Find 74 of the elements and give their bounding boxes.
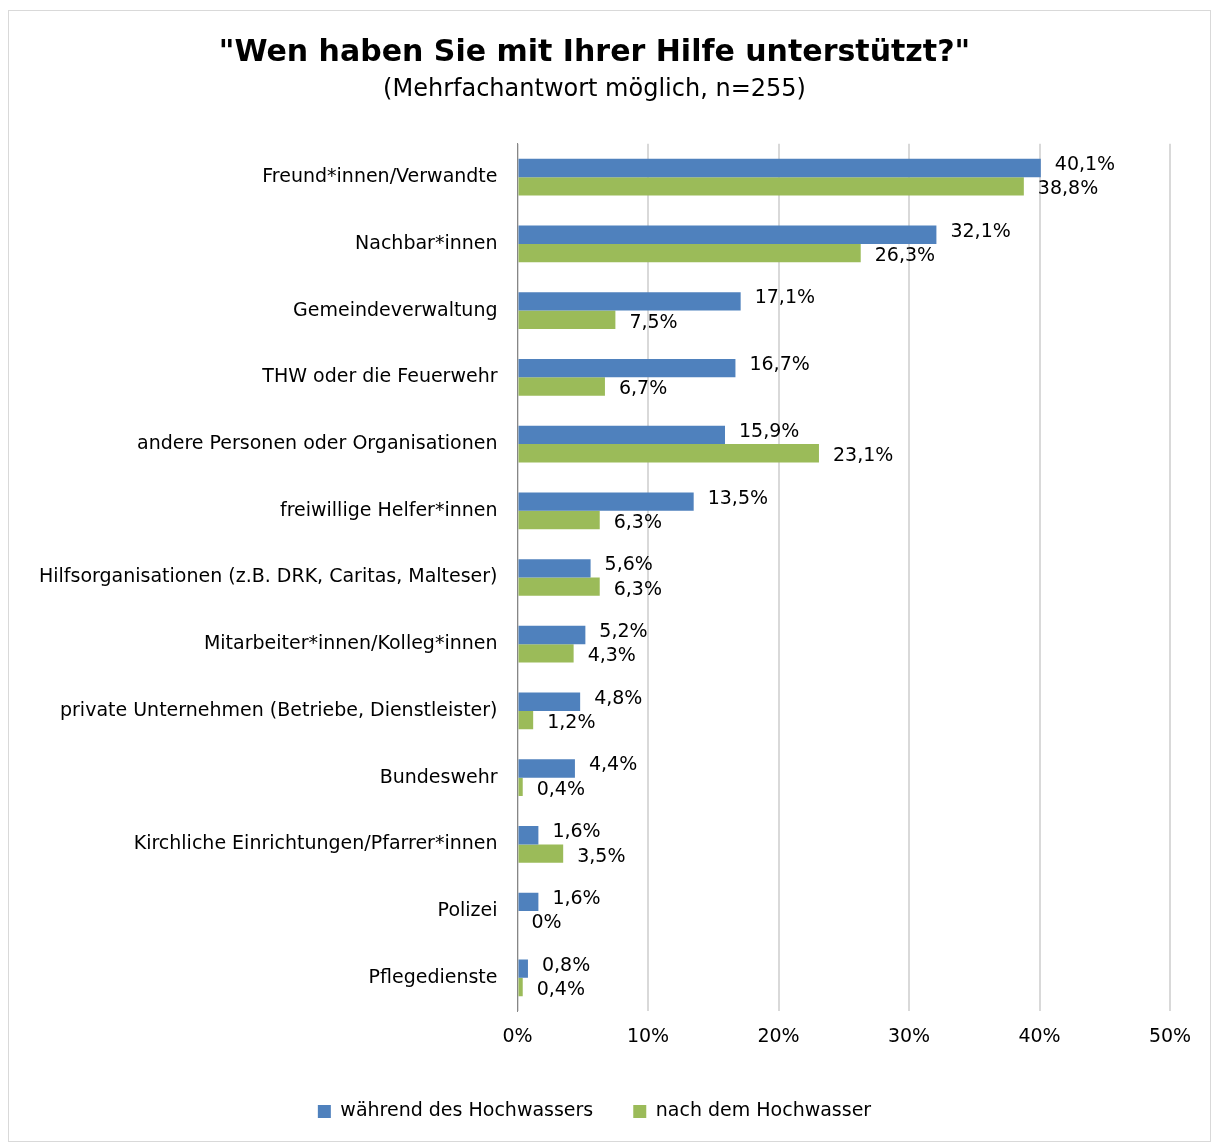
x-tick-label: 50%: [1148, 1023, 1192, 1046]
y-tick-label: Kirchliche Einrichtungen/Pfarrer*innen: [133, 831, 498, 854]
bar: [518, 577, 600, 596]
bar: [518, 625, 586, 645]
y-tick-label: Pflegedienste: [368, 964, 498, 987]
chart-title: "Wen haben Sie mit Ihrer Hilfe unterstützt?": [218, 32, 971, 68]
bar: [518, 425, 726, 445]
bar: [518, 892, 539, 912]
bar: [518, 759, 575, 778]
bar: [518, 644, 574, 663]
y-tick-label: freiwillige Helfer*innen: [279, 497, 498, 520]
data-label: 1,2%: [547, 710, 596, 733]
bar: [518, 559, 591, 578]
bar: [518, 510, 600, 530]
data-label: 6,7%: [618, 376, 668, 399]
data-label: 0,8%: [541, 952, 591, 975]
data-label: 23,1%: [832, 443, 894, 466]
data-label: 4,4%: [588, 752, 638, 775]
data-label: 7,5%: [629, 309, 678, 332]
bar: [518, 959, 528, 978]
data-label: 26,3%: [874, 243, 936, 265]
bar: [518, 158, 1041, 178]
bar: [518, 358, 736, 378]
bar: [518, 292, 741, 311]
bar: [518, 826, 539, 845]
data-label: 5,2%: [599, 618, 648, 641]
data-label: 6,3%: [613, 576, 663, 599]
data-label: 3,5%: [577, 843, 626, 866]
data-label: 15,9%: [739, 418, 800, 441]
chart-subtitle: (Mehrfachantwort möglich, n=255): [383, 73, 806, 102]
bar: [518, 692, 581, 711]
data-label: 0,4%: [536, 976, 586, 999]
bar: [518, 225, 937, 244]
data-label: 0,4%: [536, 776, 586, 799]
bar: [518, 492, 694, 511]
data-label: 5,6%: [604, 552, 653, 575]
x-tick-label: 0%: [502, 1023, 533, 1046]
y-tick-label: Bundeswehr: [379, 764, 498, 787]
data-label: 16,7%: [749, 352, 810, 375]
y-tick-label: Gemeindeverwaltung: [293, 297, 498, 320]
x-tick-label: 10%: [626, 1023, 670, 1046]
bar: [518, 377, 605, 396]
data-label: 4,3%: [587, 643, 636, 666]
legend-label: während des Hochwassers: [340, 1098, 594, 1121]
data-label: 32,1%: [950, 218, 1011, 241]
y-tick-label: Nachbar*innen: [355, 230, 498, 253]
y-tick-label: THW oder die Feuerwehr: [261, 364, 498, 387]
x-tick-label: 40%: [1018, 1023, 1061, 1046]
bar: [518, 844, 564, 863]
y-tick-label: Hilfsorganisationen (z.B. DRK, Caritas, Malteser): [39, 564, 498, 587]
data-label: 40,1%: [1054, 151, 1116, 174]
bar: [518, 310, 616, 329]
data-label: 0%: [531, 910, 562, 933]
y-tick-label: Polizei: [437, 898, 498, 921]
bar: [518, 977, 523, 997]
bar: [518, 177, 1024, 196]
bar: [518, 444, 819, 463]
y-tick-label: private Unternehmen (Betriebe, Dienstleister): [59, 697, 498, 720]
data-label: 1,6%: [552, 819, 601, 842]
legend-label: nach dem Hochwasser: [655, 1098, 872, 1121]
bar: [518, 710, 534, 730]
data-label: 17,1%: [754, 285, 816, 308]
bar: [518, 777, 523, 797]
y-tick-label: Freund*innen/Verwandte: [262, 164, 498, 187]
y-tick-label: andere Personen oder Organisationen: [136, 430, 498, 453]
y-tick-label: Mitarbeiter*innen/Kolleg*innen: [203, 631, 498, 654]
data-label: 4,8%: [594, 685, 643, 708]
x-tick-label: 20%: [757, 1023, 800, 1046]
data-label: 1,6%: [552, 885, 601, 908]
data-label: 38,8%: [1037, 176, 1099, 199]
data-label: 13,5%: [707, 485, 769, 508]
x-tick-label: 30%: [887, 1023, 931, 1046]
data-label: 6,3%: [613, 509, 663, 532]
bar: [518, 243, 861, 263]
